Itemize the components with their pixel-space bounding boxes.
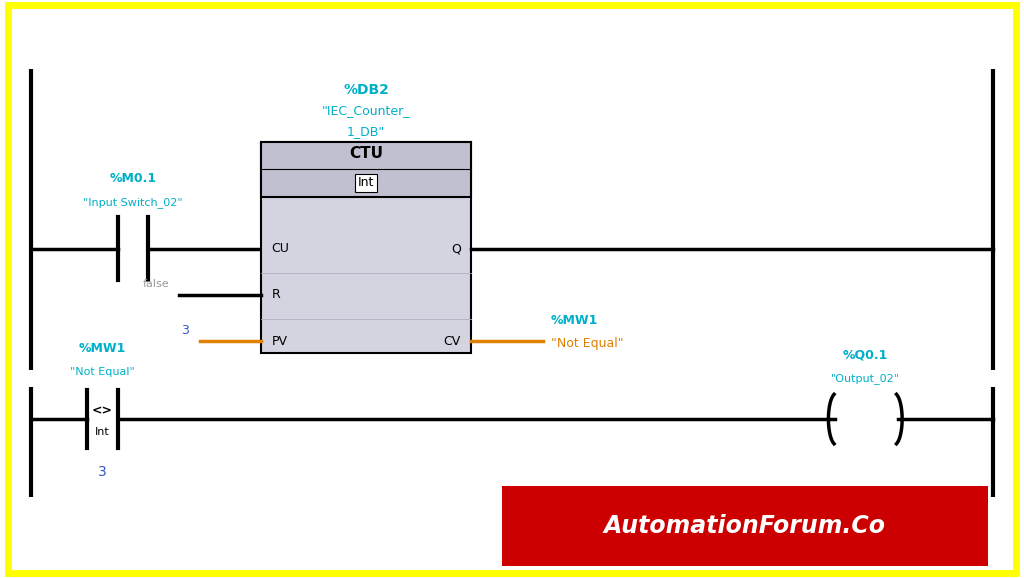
Text: %MW1: %MW1 xyxy=(551,314,598,327)
Text: CTU: CTU xyxy=(349,146,383,161)
Text: %DB2: %DB2 xyxy=(343,83,389,97)
Text: <>: <> xyxy=(92,404,113,417)
Text: "Input Switch_02": "Input Switch_02" xyxy=(83,197,183,208)
Text: CV: CV xyxy=(443,335,461,347)
Text: "IEC_Counter_: "IEC_Counter_ xyxy=(322,105,411,117)
Text: 3: 3 xyxy=(181,324,189,337)
Bar xyxy=(502,486,988,566)
Bar xyxy=(261,142,471,197)
Bar xyxy=(261,142,471,353)
Text: Q: Q xyxy=(451,242,461,255)
Text: Int: Int xyxy=(358,176,374,189)
Text: %M0.1: %M0.1 xyxy=(110,172,157,185)
Text: R: R xyxy=(271,288,281,301)
Text: 3: 3 xyxy=(98,465,106,479)
Text: false: false xyxy=(142,279,169,290)
Text: %MW1: %MW1 xyxy=(79,343,126,355)
Text: "Not Equal": "Not Equal" xyxy=(551,338,624,350)
Text: "Output_02": "Output_02" xyxy=(830,373,900,384)
Text: PV: PV xyxy=(271,335,288,347)
Text: 1_DB": 1_DB" xyxy=(347,125,385,138)
Text: AutomationForum.Co: AutomationForum.Co xyxy=(604,514,886,538)
Text: Int: Int xyxy=(95,427,110,437)
Text: CU: CU xyxy=(271,242,289,255)
Text: "Not Equal": "Not Equal" xyxy=(70,368,135,377)
Text: %Q0.1: %Q0.1 xyxy=(843,349,888,361)
